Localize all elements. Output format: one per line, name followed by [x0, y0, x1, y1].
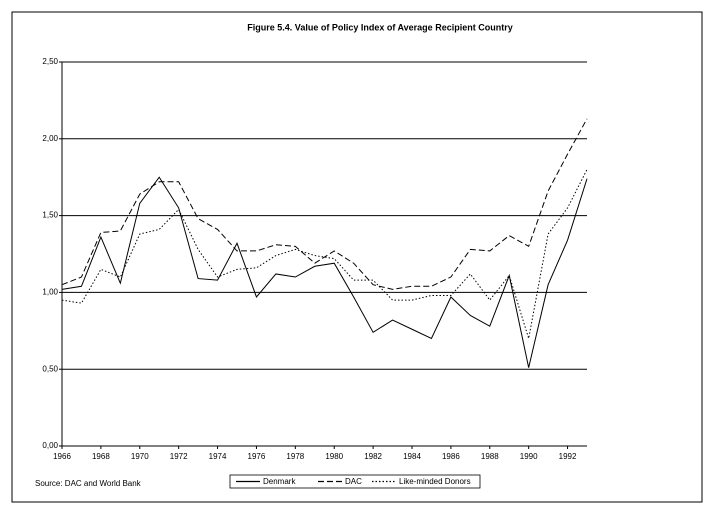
- x-tick-label: 1966: [53, 452, 71, 461]
- x-tick-label: 1980: [325, 452, 343, 461]
- y-tick-label: 1,00: [42, 288, 58, 297]
- source-note: Source: DAC and World Bank: [35, 479, 142, 488]
- y-tick-label: 0,50: [42, 364, 58, 373]
- y-tick-label: 2,00: [42, 134, 58, 143]
- x-tick-label: 1976: [248, 452, 266, 461]
- x-tick-label: 1982: [364, 452, 382, 461]
- series-line: [61, 118, 588, 290]
- x-tick-label: 1984: [403, 452, 421, 461]
- x-tick-label: 1988: [481, 452, 499, 461]
- chart-frame: [11, 11, 703, 503]
- x-tick-label: 1968: [92, 452, 110, 461]
- x-tick-label: 1986: [442, 452, 460, 461]
- y-tick-label: 2,50: [42, 57, 58, 66]
- x-tick-label: 1978: [286, 452, 304, 461]
- x-tick-label: 1972: [170, 452, 188, 461]
- series-line: [61, 176, 588, 368]
- x-tick-label: 1992: [559, 452, 577, 461]
- legend-label: Like-minded Donors: [399, 477, 471, 486]
- series-line: [61, 169, 588, 339]
- chart-title: Figure 5.4. Value of Policy Index of Ave…: [247, 22, 512, 32]
- legend-box: [229, 474, 481, 489]
- x-tick-label: 1990: [520, 452, 538, 461]
- legend-label: Denmark: [263, 477, 296, 486]
- x-tick-label: 1970: [131, 452, 149, 461]
- y-tick-label: 1,50: [42, 211, 58, 220]
- x-tick-label: 1974: [209, 452, 227, 461]
- y-tick-label: 0,00: [42, 441, 58, 450]
- legend-label: DAC: [345, 477, 362, 486]
